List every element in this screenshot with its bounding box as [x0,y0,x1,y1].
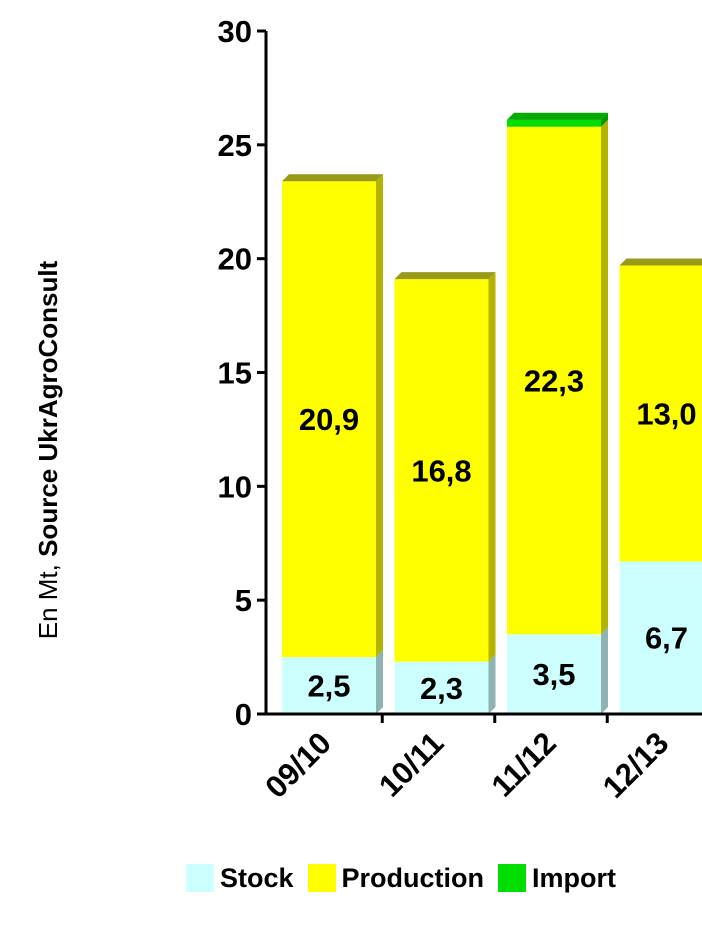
data-label-stock-11-12: 3,5 [532,657,575,692]
y-tick-label-5: 5 [235,583,252,618]
bar-stock-10-11 [394,661,489,714]
bar-top-production-09-10 [282,174,383,182]
y-tick-label-15: 15 [218,356,252,391]
bar-stock-09-10 [282,657,376,714]
legend-label-stock: Stock [220,862,294,893]
bar-stock-11-12 [507,634,601,714]
y-tick-label-20: 20 [218,242,252,277]
y-tick-label-10: 10 [218,469,252,504]
y-tick-label-30: 30 [218,14,252,49]
bars-layer [282,112,702,714]
data-label-production-12-13: 13,0 [636,396,696,431]
legend-item-stock: Stock [186,863,294,894]
y-tick-label-25: 25 [218,128,252,163]
bar-top-production-10-11 [394,272,496,280]
data-label-stock-12-13: 6,7 [645,621,688,656]
bar-side-production-09-10 [376,174,383,658]
legend-swatch-import [498,864,527,892]
legend-item-import: Import [498,863,616,894]
y-tick-label-0: 0 [235,697,252,732]
bar-production-12-13 [619,265,702,562]
bar-production-10-11 [394,279,489,662]
data-label-stock-10-11: 2,3 [420,671,463,706]
legend-item-production: Production [307,862,485,894]
legend-swatch-stock [186,864,214,892]
data-label-stock-09-10: 2,5 [307,669,350,704]
bar-top-production-12-13 [619,258,702,266]
bar-production-09-10 [282,181,376,658]
x-tick-label-10-11: 10/11 [372,725,450,803]
data-label-production-11-12: 22,3 [524,363,584,398]
bar-stock-12-13 [619,561,702,714]
x-tick-label-12-13: 12/13 [596,725,676,805]
legend: Stock Production Import [186,858,622,898]
bar-production-11-12 [507,126,601,635]
legend-label-production: Production [341,862,485,893]
bar-side-stock-11-12 [601,627,608,714]
x-tick-label-09-10: 09/10 [258,725,338,805]
bar-side-stock-10-11 [488,654,496,714]
bar-side-production-10-11 [488,272,496,662]
data-label-production-09-10: 20,9 [299,402,359,437]
bar-side-stock-09-10 [376,650,383,714]
bar-top-import-11-12 [507,112,608,120]
data-labels-layer: 2,5 20,9 2,3 16,8 3,5 22,3 6,7 13,0 [299,363,697,705]
x-tick-label-11-12: 11/12 [485,725,563,803]
y-axis-label-unit: En Mt, [33,556,63,640]
bar-side-import-11-12 [601,112,608,127]
legend-swatch-production [307,864,336,892]
bar-import-11-12 [507,119,601,127]
data-label-production-10-11: 16,8 [411,453,471,488]
bar-side-production-11-12 [601,119,608,635]
y-axis-label-source: Source UkrAgroConsult [33,260,63,557]
y-axis-label: En Mt, Source UkrAgroConsult [28,150,68,750]
legend-label-import: Import [532,862,617,893]
